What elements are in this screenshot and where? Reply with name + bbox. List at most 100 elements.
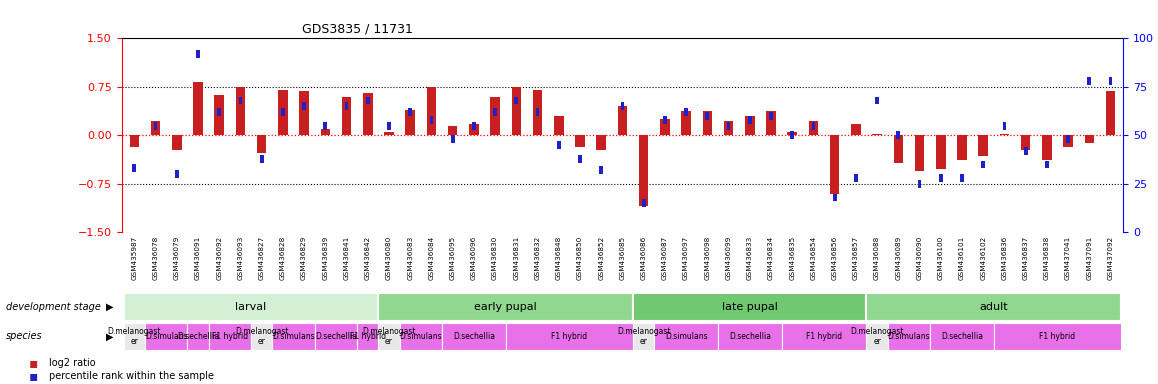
Bar [208, 323, 251, 350]
Bar [600, 166, 603, 174]
Bar [896, 131, 900, 139]
Bar [1042, 136, 1051, 160]
Bar [808, 121, 819, 136]
Bar [345, 103, 349, 110]
Text: GSM436838: GSM436838 [1043, 235, 1050, 280]
Text: ▶: ▶ [107, 302, 113, 312]
Bar [132, 164, 137, 172]
Bar [1108, 77, 1113, 85]
Text: GSM436831: GSM436831 [513, 235, 519, 280]
Bar [236, 87, 245, 136]
Bar [1106, 91, 1115, 136]
Text: GSM436842: GSM436842 [365, 235, 371, 280]
Bar [1087, 77, 1091, 85]
Text: GSM436102: GSM436102 [980, 235, 987, 280]
Bar [536, 108, 540, 116]
Bar [833, 194, 836, 201]
Bar [384, 132, 394, 136]
Bar [151, 121, 160, 136]
Text: D.melanogast
er: D.melanogast er [850, 327, 904, 346]
Text: GSM436097: GSM436097 [683, 235, 689, 280]
Text: GSM437092: GSM437092 [1107, 235, 1114, 280]
Text: GSM436099: GSM436099 [726, 235, 732, 280]
Bar [196, 50, 200, 58]
Bar [257, 136, 266, 154]
Bar [684, 108, 688, 116]
Text: development stage: development stage [6, 302, 101, 312]
Text: GSM436836: GSM436836 [1002, 235, 1007, 280]
Bar [387, 122, 391, 129]
Bar [272, 323, 315, 350]
Bar [782, 323, 866, 350]
Text: GSM437041: GSM437041 [1065, 235, 1071, 280]
Bar [664, 116, 667, 124]
Text: F1 hybrid: F1 hybrid [551, 332, 587, 341]
Text: D.melanogast
er: D.melanogast er [617, 327, 670, 346]
Text: GSM436087: GSM436087 [662, 235, 668, 280]
Bar [514, 96, 519, 104]
Bar [214, 95, 223, 136]
Text: adult: adult [980, 302, 1009, 312]
Bar [979, 136, 988, 156]
Text: GSM436852: GSM436852 [599, 235, 604, 280]
Bar [726, 122, 731, 129]
Text: D.simulans: D.simulans [400, 332, 442, 341]
Text: GSM436089: GSM436089 [895, 235, 901, 280]
Bar [915, 136, 924, 171]
Text: GSM436832: GSM436832 [535, 235, 541, 280]
Bar [409, 108, 412, 116]
Bar [442, 323, 506, 350]
Bar [218, 108, 221, 116]
Bar [430, 116, 433, 124]
Bar [705, 112, 709, 120]
Text: GSM436854: GSM436854 [811, 235, 816, 280]
Bar [790, 131, 794, 139]
Text: GSM436096: GSM436096 [471, 235, 477, 280]
Bar [1045, 161, 1049, 168]
Bar [426, 87, 437, 136]
Bar [654, 323, 718, 350]
Bar [557, 141, 560, 149]
Bar [1021, 136, 1031, 150]
Bar [472, 122, 476, 129]
Text: F1 hybrid: F1 hybrid [1040, 332, 1076, 341]
Text: GSM436834: GSM436834 [768, 235, 774, 280]
Text: F1 hybrid: F1 hybrid [350, 332, 386, 341]
Text: D.sechellia: D.sechellia [315, 332, 357, 341]
Bar [767, 111, 776, 136]
Bar [173, 136, 182, 150]
Text: D.melanogast
er: D.melanogast er [362, 327, 416, 346]
Text: GSM436080: GSM436080 [386, 235, 393, 280]
Bar [315, 323, 357, 350]
Bar [639, 136, 648, 207]
Text: GSM436833: GSM436833 [747, 235, 753, 280]
Text: GSM436079: GSM436079 [174, 235, 179, 280]
Text: ▪: ▪ [29, 356, 38, 370]
Bar [578, 155, 581, 162]
Bar [621, 103, 624, 110]
Text: GSM436841: GSM436841 [344, 235, 350, 280]
Bar [323, 122, 328, 129]
Bar [450, 136, 455, 143]
Bar [994, 323, 1121, 350]
Text: F1 hybrid: F1 hybrid [806, 332, 842, 341]
Bar [1067, 136, 1070, 143]
Bar [866, 323, 888, 350]
Bar [958, 136, 967, 160]
Bar [251, 323, 272, 350]
Text: D.melanogast
er: D.melanogast er [108, 327, 161, 346]
Bar [724, 121, 733, 136]
Text: D.sechellia: D.sechellia [728, 332, 771, 341]
Text: GSM436093: GSM436093 [237, 235, 243, 280]
Bar [379, 293, 633, 321]
Bar [145, 323, 188, 350]
Bar [917, 180, 922, 188]
Bar [278, 90, 287, 136]
Text: GSM436078: GSM436078 [153, 235, 159, 280]
Text: D.simulans: D.simulans [145, 332, 188, 341]
Text: ▶: ▶ [107, 331, 113, 341]
Bar [748, 116, 752, 124]
Bar [960, 174, 963, 182]
Text: larval: larval [235, 302, 266, 312]
Bar [493, 108, 497, 116]
